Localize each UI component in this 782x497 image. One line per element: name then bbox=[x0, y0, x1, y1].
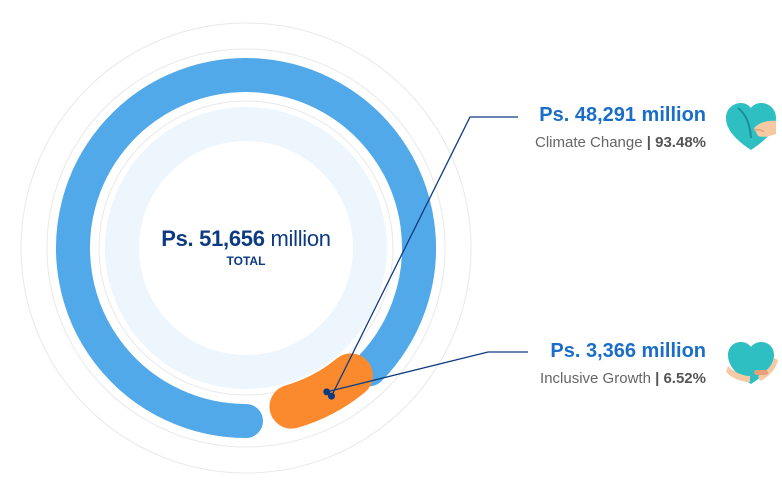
guide-rings bbox=[20, 22, 472, 474]
center-total: Ps. 51,656 million TOTAL bbox=[96, 226, 396, 268]
leader-lines bbox=[323, 116, 528, 400]
inclusive-amount: Ps. 3,366 million bbox=[550, 340, 706, 362]
slice-climate-change bbox=[56, 58, 436, 438]
climate-subtitle: Climate Change | 93.48% bbox=[535, 134, 706, 151]
leader-climate-line bbox=[330, 116, 518, 397]
total-label: TOTAL bbox=[226, 254, 266, 268]
climate-percent: 93.48% bbox=[655, 134, 706, 151]
slice-inclusive-growth bbox=[269, 353, 373, 429]
guide-ring-0 bbox=[20, 22, 472, 474]
leader-climate-dot bbox=[328, 392, 335, 400]
inclusive-percent: 6.52% bbox=[663, 370, 706, 387]
center-disc bbox=[105, 107, 387, 389]
total-value: Ps. 51,656 bbox=[161, 226, 265, 251]
leaf-heart-icon bbox=[726, 103, 776, 150]
inclusive-category: Inclusive Growth bbox=[540, 370, 651, 387]
climate-separator: | bbox=[646, 134, 651, 151]
leader-inclusive-dot bbox=[323, 388, 331, 396]
guide-ring-2 bbox=[98, 100, 394, 396]
guide-ring-1 bbox=[46, 48, 446, 448]
climate-amount: Ps. 48,291 million bbox=[539, 104, 706, 126]
total-value-line: Ps. 51,656 million bbox=[96, 226, 396, 252]
callout-climate-change: Ps. 48,291 million Climate Change | 93.4… bbox=[535, 104, 706, 151]
leader-inclusive-line bbox=[326, 351, 528, 393]
inclusive-separator: | bbox=[655, 370, 660, 387]
callout-inclusive-growth: Ps. 3,366 million Inclusive Growth | 6.5… bbox=[540, 340, 706, 387]
donut-arcs bbox=[56, 58, 436, 438]
climate-category: Climate Change bbox=[535, 134, 643, 151]
hands-heart-icon bbox=[726, 342, 778, 384]
inclusive-subtitle: Inclusive Growth | 6.52% bbox=[540, 370, 706, 387]
total-unit: million bbox=[270, 226, 332, 251]
